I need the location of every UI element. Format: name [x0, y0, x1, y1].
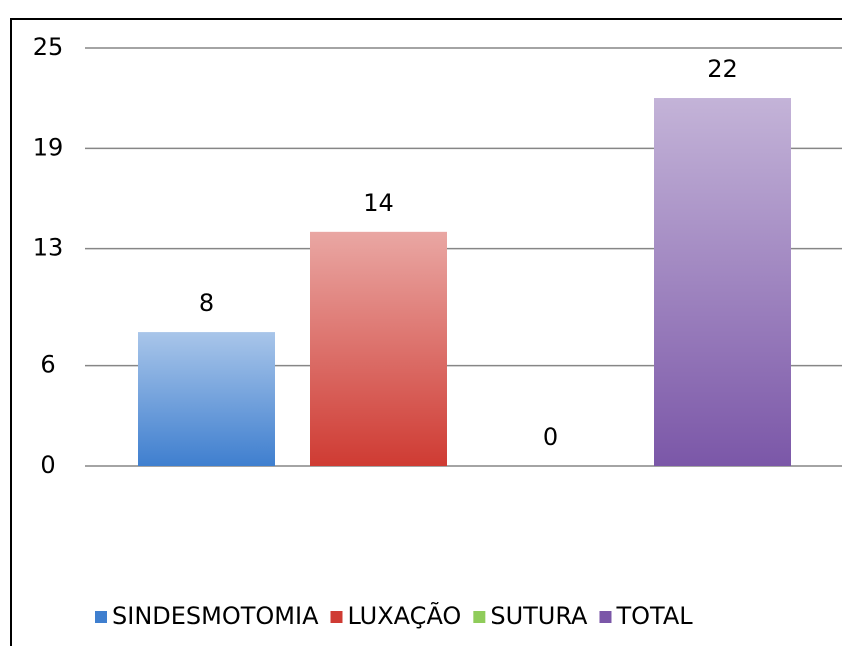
- legend-label: TOTAL: [615, 602, 693, 630]
- legend-swatch: [473, 611, 486, 623]
- y-tick-label: 19: [33, 133, 64, 161]
- legend-swatch: [599, 611, 612, 623]
- legend-label: SUTURA: [490, 602, 588, 630]
- legend-label: LUXAÇÃO: [348, 600, 462, 630]
- data-label: 0: [543, 423, 558, 451]
- legend-label: SINDESMOTOMIA: [112, 602, 319, 630]
- bar-shine: [310, 231, 447, 466]
- chart-border: [10, 18, 842, 646]
- data-label: 14: [363, 189, 394, 217]
- legend-swatch: [95, 611, 107, 623]
- y-tick-label: 0: [40, 451, 55, 479]
- bar-shine: [138, 332, 275, 466]
- y-tick-label: 6: [40, 351, 55, 379]
- data-label: 22: [707, 55, 738, 83]
- legend-swatch: [330, 611, 343, 623]
- bar-shine: [654, 98, 791, 466]
- data-label: 8: [199, 289, 214, 317]
- y-tick-label: 13: [33, 234, 64, 262]
- y-tick-label: 25: [33, 33, 64, 61]
